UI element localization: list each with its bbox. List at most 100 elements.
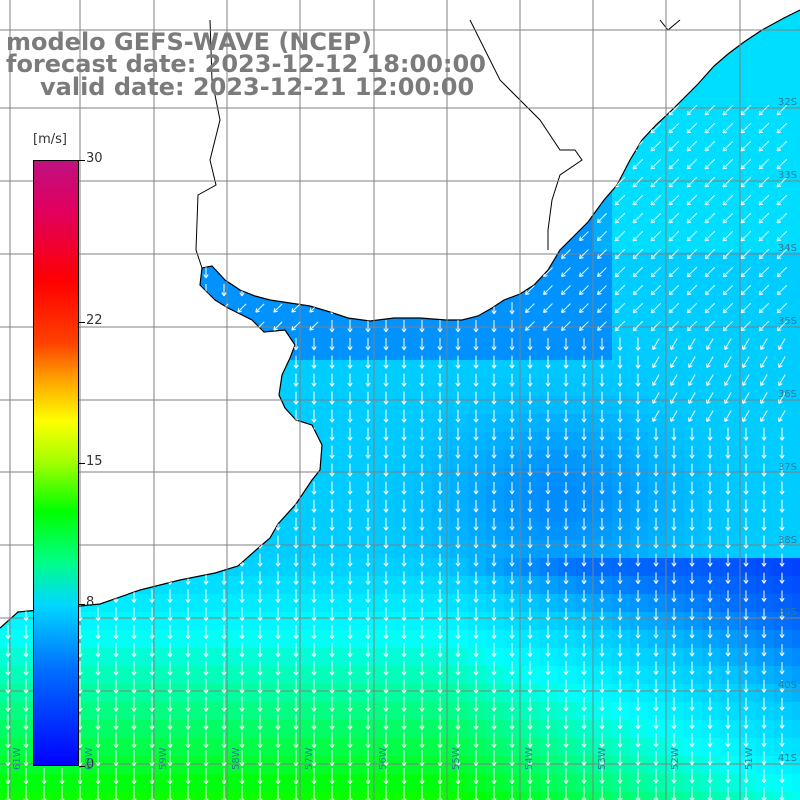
wind-speed-cell [594, 234, 613, 253]
wind-speed-cell [252, 576, 271, 595]
wind-arrow [743, 463, 749, 477]
wind-speed-cell [540, 756, 559, 775]
wind-arrow [650, 320, 662, 332]
wind-arrow [329, 714, 335, 730]
wind-arrow [725, 481, 731, 495]
wind-speed-cell [792, 90, 800, 109]
wind-speed-cell [486, 414, 505, 433]
wind-speed-cell [198, 270, 217, 289]
latitude-label: 40S [777, 680, 797, 691]
wind-arrow [704, 158, 716, 170]
wind-arrow [527, 696, 533, 712]
wind-speed-cell [378, 684, 397, 703]
wind-speed-cell [576, 594, 595, 613]
wind-arrow [455, 553, 461, 567]
wind-arrow [740, 302, 752, 314]
wind-arrow [671, 481, 677, 495]
wind-arrow [635, 697, 641, 712]
wind-speed-cell [756, 468, 775, 487]
wind-speed-cell [558, 738, 577, 757]
wind-speed-cell [738, 144, 757, 163]
wind-speed-cell [558, 288, 577, 307]
wind-speed-cell [486, 432, 505, 451]
wind-arrow [275, 678, 281, 694]
wind-speed-cell [306, 774, 325, 793]
wind-arrow [293, 607, 299, 622]
colorbar-unit: [m/s] [33, 132, 67, 147]
wind-speed-cell [612, 234, 631, 253]
wind-speed-cell [342, 792, 361, 800]
wind-arrow [671, 463, 677, 477]
wind-speed-cell [18, 648, 37, 667]
wind-speed-cell [792, 288, 800, 307]
wind-speed-cell [774, 36, 793, 55]
wind-arrow [329, 642, 335, 658]
wind-speed-cell [450, 414, 469, 433]
wind-speed-cell [540, 684, 559, 703]
wind-arrow [491, 786, 497, 800]
wind-speed-cell [684, 216, 703, 235]
wind-arrow [383, 714, 389, 730]
wind-speed-cell [558, 774, 577, 793]
colorbar-tick-label: 22 [86, 312, 103, 328]
wind-arrow [347, 517, 353, 531]
wind-arrow [347, 768, 353, 785]
wind-arrow [743, 445, 749, 459]
wind-speed-cell [486, 774, 505, 793]
wind-speed-cell [342, 756, 361, 775]
wind-speed-cell [234, 756, 253, 775]
wind-arrow [23, 660, 29, 676]
wind-arrow [779, 499, 785, 513]
wind-arrow [95, 768, 101, 785]
wind-speed-cell [684, 288, 703, 307]
wind-arrow [401, 571, 407, 585]
wind-arrow [743, 769, 749, 784]
wind-speed-cell [180, 612, 199, 631]
wind-arrow [113, 785, 119, 800]
wind-speed-cell [576, 306, 595, 325]
wind-speed-cell [414, 342, 433, 361]
wind-arrow [167, 696, 173, 712]
wind-speed-cell [540, 342, 559, 361]
wind-speed-cell [558, 378, 577, 397]
wind-speed-cell [198, 666, 217, 685]
wind-speed-cell [540, 720, 559, 739]
wind-speed-cell [756, 702, 775, 721]
wind-speed-cell [738, 396, 757, 415]
wind-speed-cell [720, 450, 739, 469]
wind-arrow [599, 535, 605, 549]
wind-arrow [707, 572, 713, 584]
wind-speed-cell [774, 684, 793, 703]
wind-speed-cell [126, 738, 145, 757]
wind-speed-cell [774, 648, 793, 667]
wind-arrow [652, 392, 660, 404]
wind-arrow [347, 320, 353, 333]
wind-speed-cell [522, 720, 541, 739]
wind-arrow [617, 391, 623, 405]
wind-arrow [742, 356, 750, 368]
wind-speed-cell [450, 396, 469, 415]
wind-arrow [671, 590, 677, 603]
wind-speed-cell [162, 612, 181, 631]
wind-arrow [617, 607, 623, 621]
wind-speed-cell [414, 612, 433, 631]
wind-speed-cell [378, 774, 397, 793]
wind-arrow [437, 481, 443, 495]
wind-speed-cell [360, 414, 379, 433]
wind-speed-cell [450, 684, 469, 703]
wind-arrow [365, 625, 371, 640]
wind-arrow [239, 625, 245, 640]
wind-arrow [437, 391, 443, 405]
wind-arrow [617, 553, 623, 567]
wind-arrow [293, 625, 299, 640]
wind-arrow [437, 768, 443, 785]
wind-speed-cell [684, 522, 703, 541]
wind-speed-cell [324, 342, 343, 361]
wind-speed-cell [432, 576, 451, 595]
wind-arrow [311, 785, 317, 800]
wind-arrow [779, 535, 785, 549]
wind-arrow [95, 625, 101, 640]
wind-speed-cell [468, 612, 487, 631]
wind-speed-cell [648, 180, 667, 199]
